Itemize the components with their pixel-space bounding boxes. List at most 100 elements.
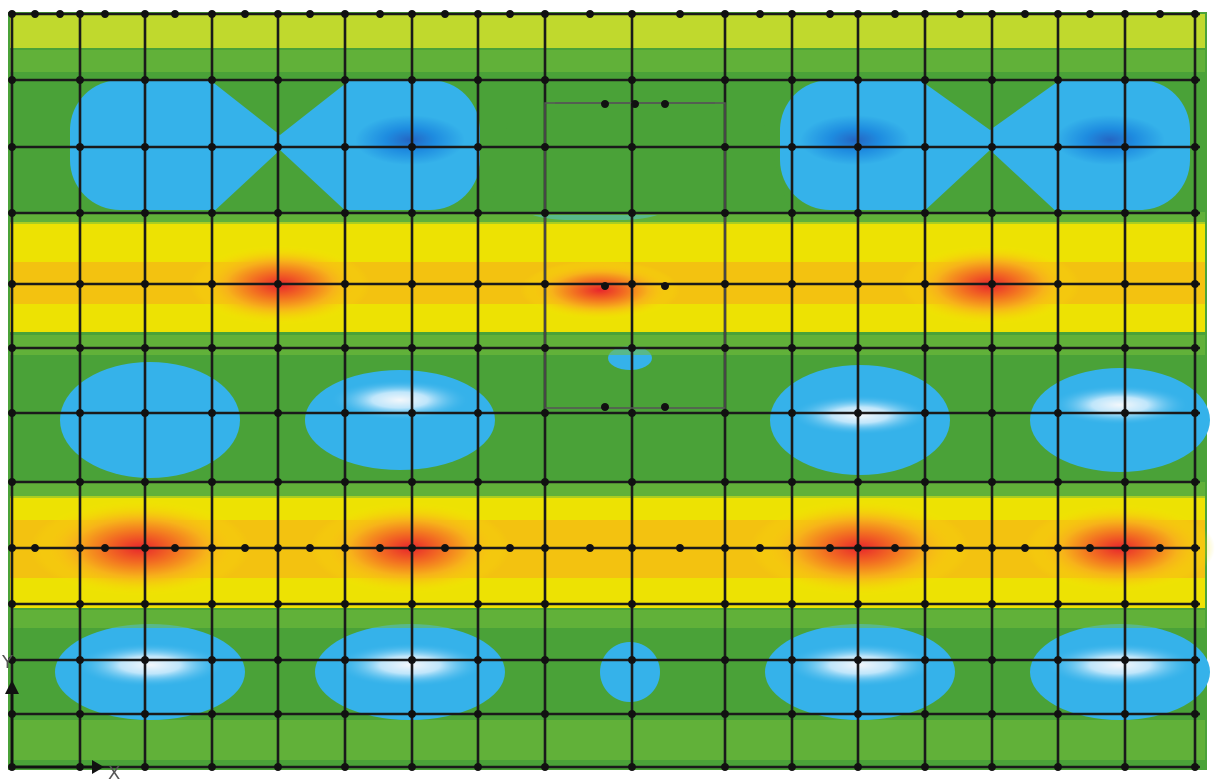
- transition-band-5: [10, 720, 1205, 760]
- node-0-15: [1054, 10, 1062, 18]
- node-2-0: [8, 143, 16, 151]
- node-7-1: [76, 478, 84, 486]
- node-11-2: [141, 710, 149, 718]
- node-9-13: [921, 600, 929, 608]
- transition-band-2: [10, 335, 1205, 355]
- transition-band-4: [10, 610, 1205, 628]
- node-5-9: [628, 344, 636, 352]
- green-wedge-0: [210, 80, 350, 135]
- node-12-14: [988, 763, 996, 771]
- node-3-16: [1121, 209, 1129, 217]
- green-wedge-3: [920, 150, 1060, 215]
- node-2-1: [76, 143, 84, 151]
- node-4-10: [721, 280, 729, 288]
- node-2-17: [1191, 143, 1199, 151]
- node-11-12: [854, 710, 862, 718]
- node-3-17: [1191, 209, 1199, 217]
- node-8-10: [721, 544, 729, 552]
- node-5-0: [8, 344, 16, 352]
- node-11-6: [408, 710, 416, 718]
- node-5-16: [1121, 344, 1129, 352]
- node-3-9: [628, 209, 636, 217]
- node-6-13: [921, 409, 929, 417]
- node-0-13: [921, 10, 929, 18]
- node-4-11: [788, 280, 796, 288]
- node-1-16: [1121, 76, 1129, 84]
- node-2-14: [988, 143, 996, 151]
- node-6-2: [141, 409, 149, 417]
- hot-row-node-11: [826, 544, 834, 552]
- top-node-8: [506, 10, 514, 18]
- node-4-4: [274, 280, 282, 288]
- top-node-10: [676, 10, 684, 18]
- node-5-8: [541, 344, 549, 352]
- node-10-15: [1054, 656, 1062, 664]
- node-11-16: [1121, 710, 1129, 718]
- node-6-4: [274, 409, 282, 417]
- node-7-0: [8, 478, 16, 486]
- node-10-7: [474, 656, 482, 664]
- node-11-1: [76, 710, 84, 718]
- node-8-15: [1054, 544, 1062, 552]
- node-9-6: [408, 600, 416, 608]
- node-8-12: [854, 544, 862, 552]
- node-6-8: [541, 409, 549, 417]
- node-0-1: [76, 10, 84, 18]
- node-8-4: [274, 544, 282, 552]
- hot-row-node-9: [676, 544, 684, 552]
- mid-white-0: [330, 380, 470, 420]
- node-10-4: [274, 656, 282, 664]
- node-5-13: [921, 344, 929, 352]
- node-2-11: [788, 143, 796, 151]
- node-11-4: [274, 710, 282, 718]
- node-0-16: [1121, 10, 1129, 18]
- node-12-12: [854, 763, 862, 771]
- node-7-2: [141, 478, 149, 486]
- node-1-17: [1191, 76, 1199, 84]
- node-2-6: [408, 143, 416, 151]
- opening-node-5: [601, 403, 609, 411]
- green-wedge-2: [210, 150, 350, 215]
- node-8-11: [788, 544, 796, 552]
- node-0-2: [141, 10, 149, 18]
- node-1-6: [408, 76, 416, 84]
- node-1-10: [721, 76, 729, 84]
- node-9-9: [628, 600, 636, 608]
- node-5-4: [274, 344, 282, 352]
- top-node-12: [826, 10, 834, 18]
- node-12-11: [788, 763, 796, 771]
- node-1-14: [988, 76, 996, 84]
- node-3-6: [408, 209, 416, 217]
- node-7-10: [721, 478, 729, 486]
- node-4-15: [1054, 280, 1062, 288]
- node-1-7: [474, 76, 482, 84]
- node-6-15: [1054, 409, 1062, 417]
- top-node-13: [891, 10, 899, 18]
- node-9-10: [721, 600, 729, 608]
- node-0-3: [208, 10, 216, 18]
- node-1-15: [1054, 76, 1062, 84]
- node-12-5: [341, 763, 349, 771]
- node-3-14: [988, 209, 996, 217]
- node-0-0: [8, 10, 16, 18]
- node-8-9: [628, 544, 636, 552]
- node-5-17: [1191, 344, 1199, 352]
- hot-row-node-7: [506, 544, 514, 552]
- opening-node-2: [661, 100, 669, 108]
- node-3-2: [141, 209, 149, 217]
- node-3-11: [788, 209, 796, 217]
- node-4-6: [408, 280, 416, 288]
- dark-blue-core-1: [800, 115, 910, 165]
- top-node-11: [756, 10, 764, 18]
- hot-row-node-13: [956, 544, 964, 552]
- node-5-11: [788, 344, 796, 352]
- node-5-15: [1054, 344, 1062, 352]
- node-12-7: [474, 763, 482, 771]
- node-12-15: [1054, 763, 1062, 771]
- node-9-3: [208, 600, 216, 608]
- node-9-17: [1191, 600, 1199, 608]
- bottom-cold-2: [600, 642, 660, 702]
- y-axis-label: Y: [1, 652, 14, 673]
- bottom-white-1: [335, 643, 485, 687]
- mid-white-2: [1050, 385, 1190, 425]
